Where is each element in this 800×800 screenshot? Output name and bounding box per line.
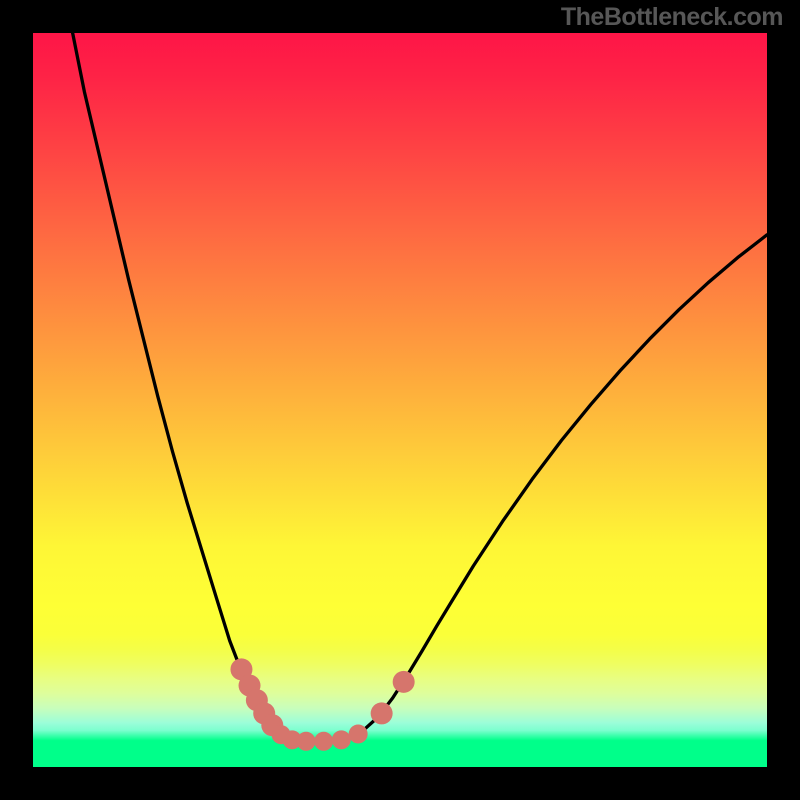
marker-flat-5 <box>349 724 368 743</box>
bottleneck-chart <box>0 0 800 800</box>
marker-flat-2 <box>297 732 316 751</box>
gradient-background <box>33 33 767 767</box>
watermark-text: TheBottleneck.com <box>561 3 783 32</box>
marker-flat-4 <box>332 730 351 749</box>
marker-right-1 <box>393 671 415 693</box>
marker-right-0 <box>371 702 393 724</box>
marker-flat-3 <box>314 732 333 751</box>
